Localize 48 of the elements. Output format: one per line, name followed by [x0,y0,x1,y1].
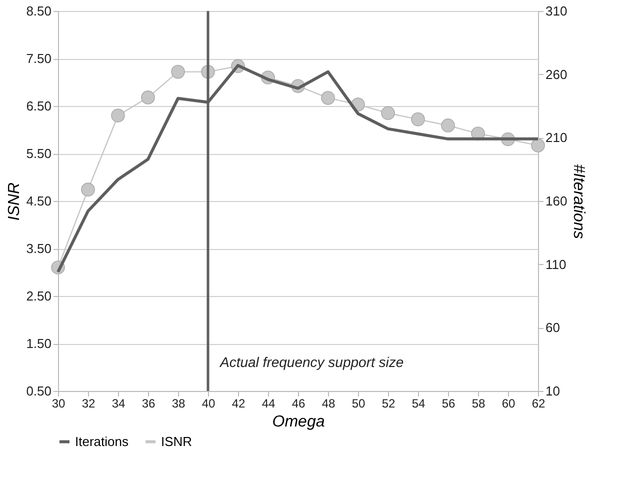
point [81,182,95,197]
point [441,118,455,132]
x-tick-label: 46 [292,396,306,410]
y-tick-label: 4.50 [26,194,52,208]
point [171,64,185,79]
x-axis-title: Omega [272,414,325,430]
y2-tick-label: 10 [546,384,560,398]
x-tick-label: 38 [172,396,186,410]
point [321,91,335,105]
y-tick-label: 8.50 [26,4,52,18]
x-tick-label: 32 [82,396,96,410]
x-tick-label: 52 [382,396,396,410]
point [111,108,125,122]
y-tick-label: 0.50 [26,384,52,398]
x-tick-label: 50 [352,396,366,410]
y-tick-label: 6.50 [26,98,52,114]
x-tick-label: 48 [322,396,336,410]
legend-label: Iterations [75,434,129,449]
x-tick-label: 42 [232,396,246,410]
point [381,106,395,120]
x-tick-label: 56 [442,396,456,410]
y2-tick-label: 110 [546,256,566,272]
y-axis-title: ISNR [6,182,24,221]
x-tick-label: 58 [472,396,486,410]
y-tick-label: 5.50 [26,146,52,161]
ref-line-label: Actual frequency support size [219,354,404,370]
point [411,112,425,126]
point [531,138,545,152]
y-tick-label: 3.50 [26,241,52,256]
x-tick-label: 30 [52,396,66,410]
x-tick-label: 40 [202,396,216,410]
point [141,90,155,104]
y2-axis-title: #Iterations [570,164,588,239]
y-tick-label: 1.50 [26,336,52,351]
x-tick-label: 60 [502,396,516,410]
y2-tick-label: 160 [546,194,568,208]
x-tick-label: 62 [532,396,546,410]
x-tick-label: 54 [412,396,426,410]
y2-tick-label: 210 [546,130,568,146]
x-tick-label: 36 [142,396,156,410]
x-tick-label: 34 [112,396,126,410]
y2-tick-label: 260 [546,66,568,82]
y2-tick-label: 60 [546,320,560,336]
y2-tick-label: 310 [546,4,568,18]
y-tick-label: 2.50 [26,288,52,304]
y-tick-label: 7.50 [26,51,52,66]
x-tick-label: 44 [262,396,276,410]
legend-label: ISNR [161,434,192,449]
